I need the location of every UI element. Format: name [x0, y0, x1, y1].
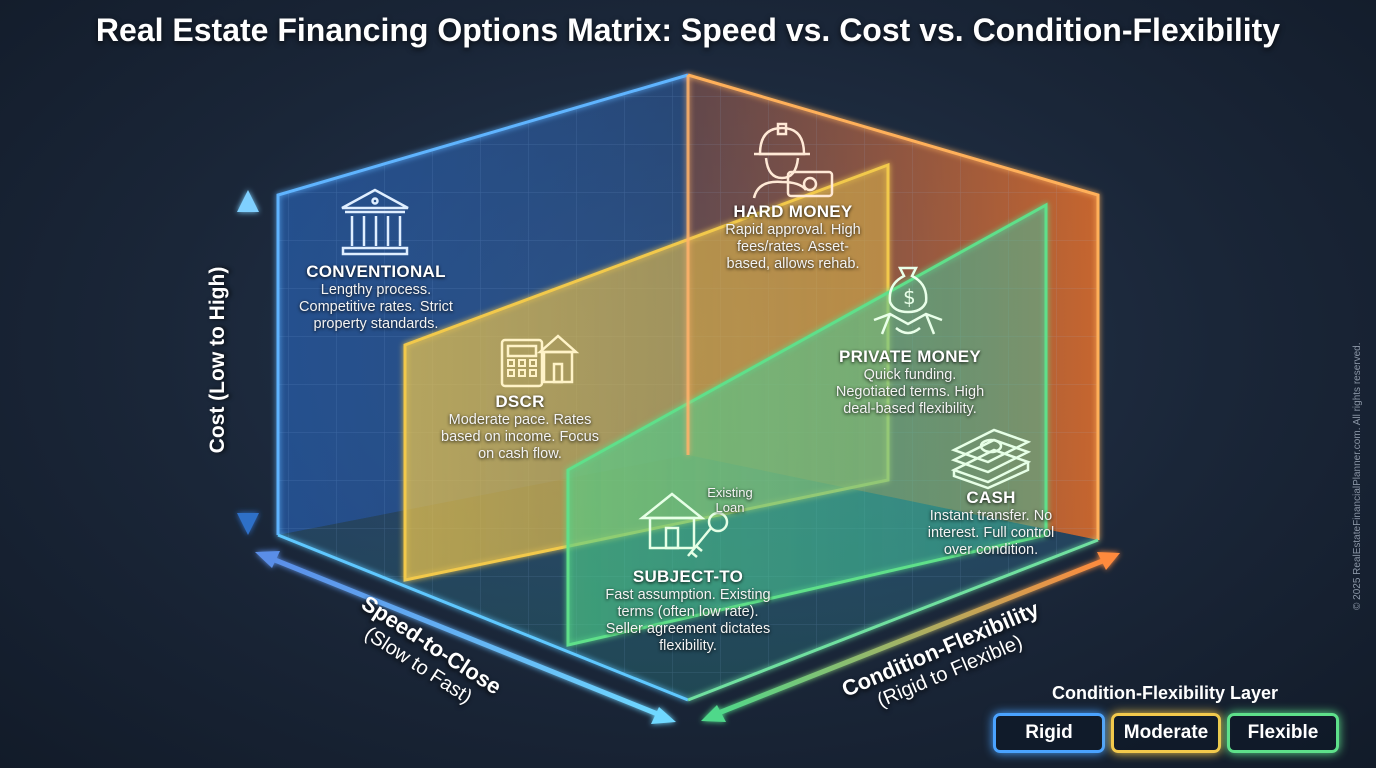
cost-axis-label: Cost (Low to High) — [206, 267, 230, 454]
option-name: PRIVATE MONEY — [838, 347, 982, 366]
option-name: CASH — [966, 488, 1016, 507]
cash-stack-icon — [950, 428, 1032, 490]
option-conventional: CONVENTIONAL Lengthy process. Competitiv… — [266, 262, 486, 333]
legend-moderate: Moderate — [1111, 713, 1221, 753]
svg-text:$: $ — [903, 285, 916, 309]
legend-rigid: Rigid — [993, 713, 1105, 753]
option-private-money: PRIVATE MONEY Quick funding. Negotiated … — [800, 347, 1020, 418]
worker-money-icon — [752, 122, 834, 199]
option-name: HARD MONEY — [733, 202, 853, 221]
option-cash: CASH Instant transfer. No interest. Full… — [881, 488, 1101, 559]
bank-icon — [341, 188, 409, 256]
option-desc-line: deal-based flexibility. — [843, 401, 977, 417]
option-desc-line: over condition. — [943, 542, 1039, 558]
option-name: SUBJECT-TO — [632, 567, 744, 586]
option-desc-line: Lengthy process. — [320, 282, 432, 298]
option-desc-line: flexibility. — [659, 638, 717, 654]
option-desc-line: Negotiated terms. High — [835, 384, 985, 400]
option-desc-line: Instant transfer. No — [929, 508, 1053, 524]
flexibility-axis-arrow — [701, 552, 1120, 722]
existing-loan-line: Existing — [707, 485, 753, 500]
speed-axis-arrow — [255, 551, 676, 724]
calculator-house-icon — [500, 334, 580, 388]
cost-axis-arrow — [237, 190, 259, 535]
handshake-money-bag-icon: $ — [873, 266, 943, 335]
legend-title: Condition-Flexibility Layer — [1051, 683, 1279, 703]
legend-flexible: Flexible — [1227, 713, 1339, 753]
option-desc-line: based, allows rehab. — [726, 256, 860, 272]
room-edges — [276, 73, 1100, 702]
option-desc-line: Fast assumption. Existing — [605, 587, 771, 603]
option-dscr: DSCR Moderate pace. Rates based on incom… — [410, 392, 630, 463]
option-hard-money: HARD MONEY Rapid approval. High fees/rat… — [683, 202, 903, 273]
option-desc-line: Seller agreement dictates — [605, 621, 771, 637]
existing-loan-line: Loan — [715, 500, 745, 515]
option-desc-line: terms (often low rate). — [617, 604, 759, 620]
option-desc-line: based on income. Focus — [441, 429, 599, 445]
option-name: DSCR — [495, 392, 545, 411]
option-desc-line: Quick funding. — [863, 367, 957, 383]
option-desc-line: fees/rates. Asset- — [736, 239, 850, 255]
option-desc-line: Moderate pace. Rates — [448, 412, 592, 428]
existing-loan-label: Existing Loan — [690, 485, 770, 515]
option-subject-to: SUBJECT-TO Fast assumption. Existing ter… — [578, 567, 798, 655]
option-desc-line: Competitive rates. Strict — [299, 299, 453, 315]
house-key-icon — [638, 492, 729, 558]
option-desc-line: interest. Full control — [927, 525, 1055, 541]
page-title: Real Estate Financing Options Matrix: Sp… — [95, 12, 1281, 48]
copyright-text: © 2025 RealEstateFinancialPlanner.com. A… — [1352, 342, 1363, 610]
option-desc-line: property standards. — [313, 316, 439, 332]
option-desc-line: Rapid approval. High — [725, 222, 861, 238]
option-name: CONVENTIONAL — [306, 262, 446, 281]
option-desc-line: on cash flow. — [478, 446, 562, 462]
cost-axis-text: Cost (Low to High) — [206, 266, 229, 454]
